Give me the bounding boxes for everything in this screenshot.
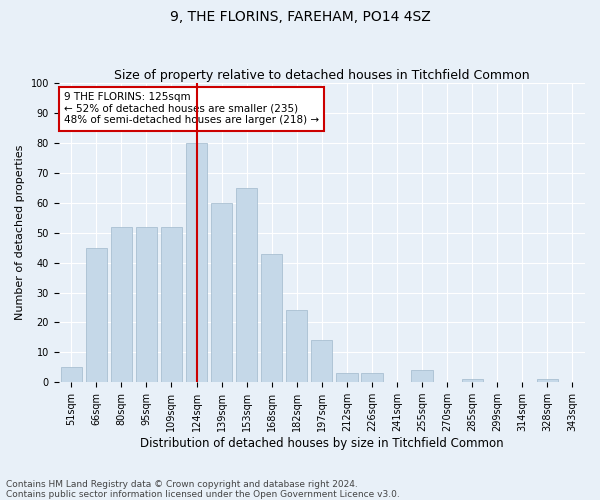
Bar xyxy=(86,248,107,382)
Text: 9, THE FLORINS, FAREHAM, PO14 4SZ: 9, THE FLORINS, FAREHAM, PO14 4SZ xyxy=(170,10,430,24)
Bar xyxy=(412,370,433,382)
Bar xyxy=(61,368,82,382)
Bar xyxy=(261,254,283,382)
Bar xyxy=(361,374,383,382)
Bar xyxy=(336,374,358,382)
Y-axis label: Number of detached properties: Number of detached properties xyxy=(15,145,25,320)
Bar xyxy=(136,226,157,382)
Text: 9 THE FLORINS: 125sqm
← 52% of detached houses are smaller (235)
48% of semi-det: 9 THE FLORINS: 125sqm ← 52% of detached … xyxy=(64,92,319,126)
Bar xyxy=(236,188,257,382)
Bar xyxy=(186,143,207,382)
Bar xyxy=(211,203,232,382)
Bar xyxy=(161,226,182,382)
X-axis label: Distribution of detached houses by size in Titchfield Common: Distribution of detached houses by size … xyxy=(140,437,503,450)
Bar xyxy=(286,310,307,382)
Title: Size of property relative to detached houses in Titchfield Common: Size of property relative to detached ho… xyxy=(114,69,530,82)
Bar xyxy=(311,340,332,382)
Bar xyxy=(461,379,483,382)
Text: Contains HM Land Registry data © Crown copyright and database right 2024.
Contai: Contains HM Land Registry data © Crown c… xyxy=(6,480,400,499)
Bar xyxy=(110,226,132,382)
Bar xyxy=(537,379,558,382)
